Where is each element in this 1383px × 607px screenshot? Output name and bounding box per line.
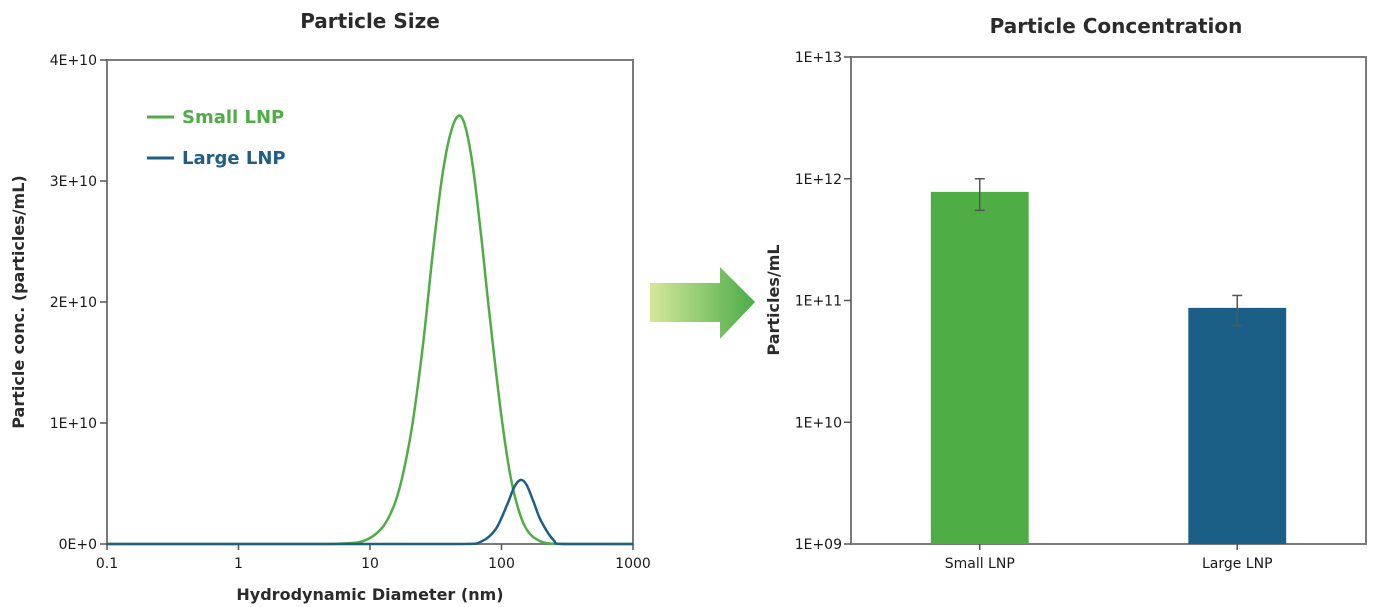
x-axis-left: 0.1 1 10 100 1000	[96, 544, 651, 572]
legend-label-small-lnp: Small LNP	[182, 107, 284, 128]
legend: Small LNP Large LNP	[147, 107, 286, 169]
y-tick-label: 0E+0	[59, 537, 97, 553]
plot-frame-left	[106, 59, 634, 545]
x-tick-label: 0.1	[96, 556, 118, 572]
x-axis-title-left: Hydrodynamic Diameter (nm)	[236, 585, 503, 604]
y-axis-left: 0E+0 1E+10 2E+10 3E+10 4E+10	[50, 53, 107, 553]
bars	[930, 178, 1287, 544]
chart-title-particle-size: Particle Size	[300, 9, 440, 33]
x-axis-right: Small LNP Large LNP	[945, 544, 1273, 572]
y-tick-label: 1E+12	[795, 172, 842, 188]
y-axis-title-left: Particle conc. (particles/mL)	[9, 175, 28, 428]
series-lines	[107, 114, 633, 546]
y-axis-title-right: Particles/mL	[764, 244, 783, 355]
y-tick-label: 4E+10	[50, 53, 97, 69]
particle-concentration-chart: Particle Concentration 1E+091E+101E+111E…	[764, 14, 1367, 572]
bar-small-lnp	[930, 191, 1029, 544]
series-line-small-lnp	[107, 114, 633, 546]
chart-title-particle-concentration: Particle Concentration	[990, 14, 1243, 38]
arrow-shape	[650, 267, 755, 339]
transition-arrow-icon	[650, 267, 755, 339]
x-tick-label-small-lnp: Small LNP	[945, 556, 1015, 572]
y-tick-label: 1E+13	[795, 50, 842, 66]
y-tick-label: 1E+10	[50, 416, 97, 432]
series-line-large-lnp	[107, 478, 633, 546]
y-tick-label: 1E+11	[795, 294, 842, 310]
bar-large-lnp	[1188, 307, 1287, 544]
y-tick-label: 1E+10	[795, 415, 842, 431]
x-tick-label: 1000	[615, 556, 651, 572]
x-tick-label: 10	[361, 556, 379, 572]
plot-frame-right	[850, 56, 1367, 545]
x-tick-label: 100	[488, 556, 515, 572]
y-axis-right: 1E+09 1E+10 1E+11 1E+12 1E+13	[795, 50, 851, 553]
y-tick-label: 3E+10	[50, 174, 97, 190]
y-tick-label: 2E+10	[50, 295, 97, 311]
y-tick-label: 1E+09	[795, 537, 842, 553]
particle-size-chart: Particle Size 0E+0 1E+10 2E+10 3E+10 4E+10 0…	[9, 9, 651, 604]
x-tick-label: 1	[234, 556, 243, 572]
legend-label-large-lnp: Large LNP	[182, 148, 286, 169]
x-tick-label-large-lnp: Large LNP	[1202, 556, 1273, 572]
